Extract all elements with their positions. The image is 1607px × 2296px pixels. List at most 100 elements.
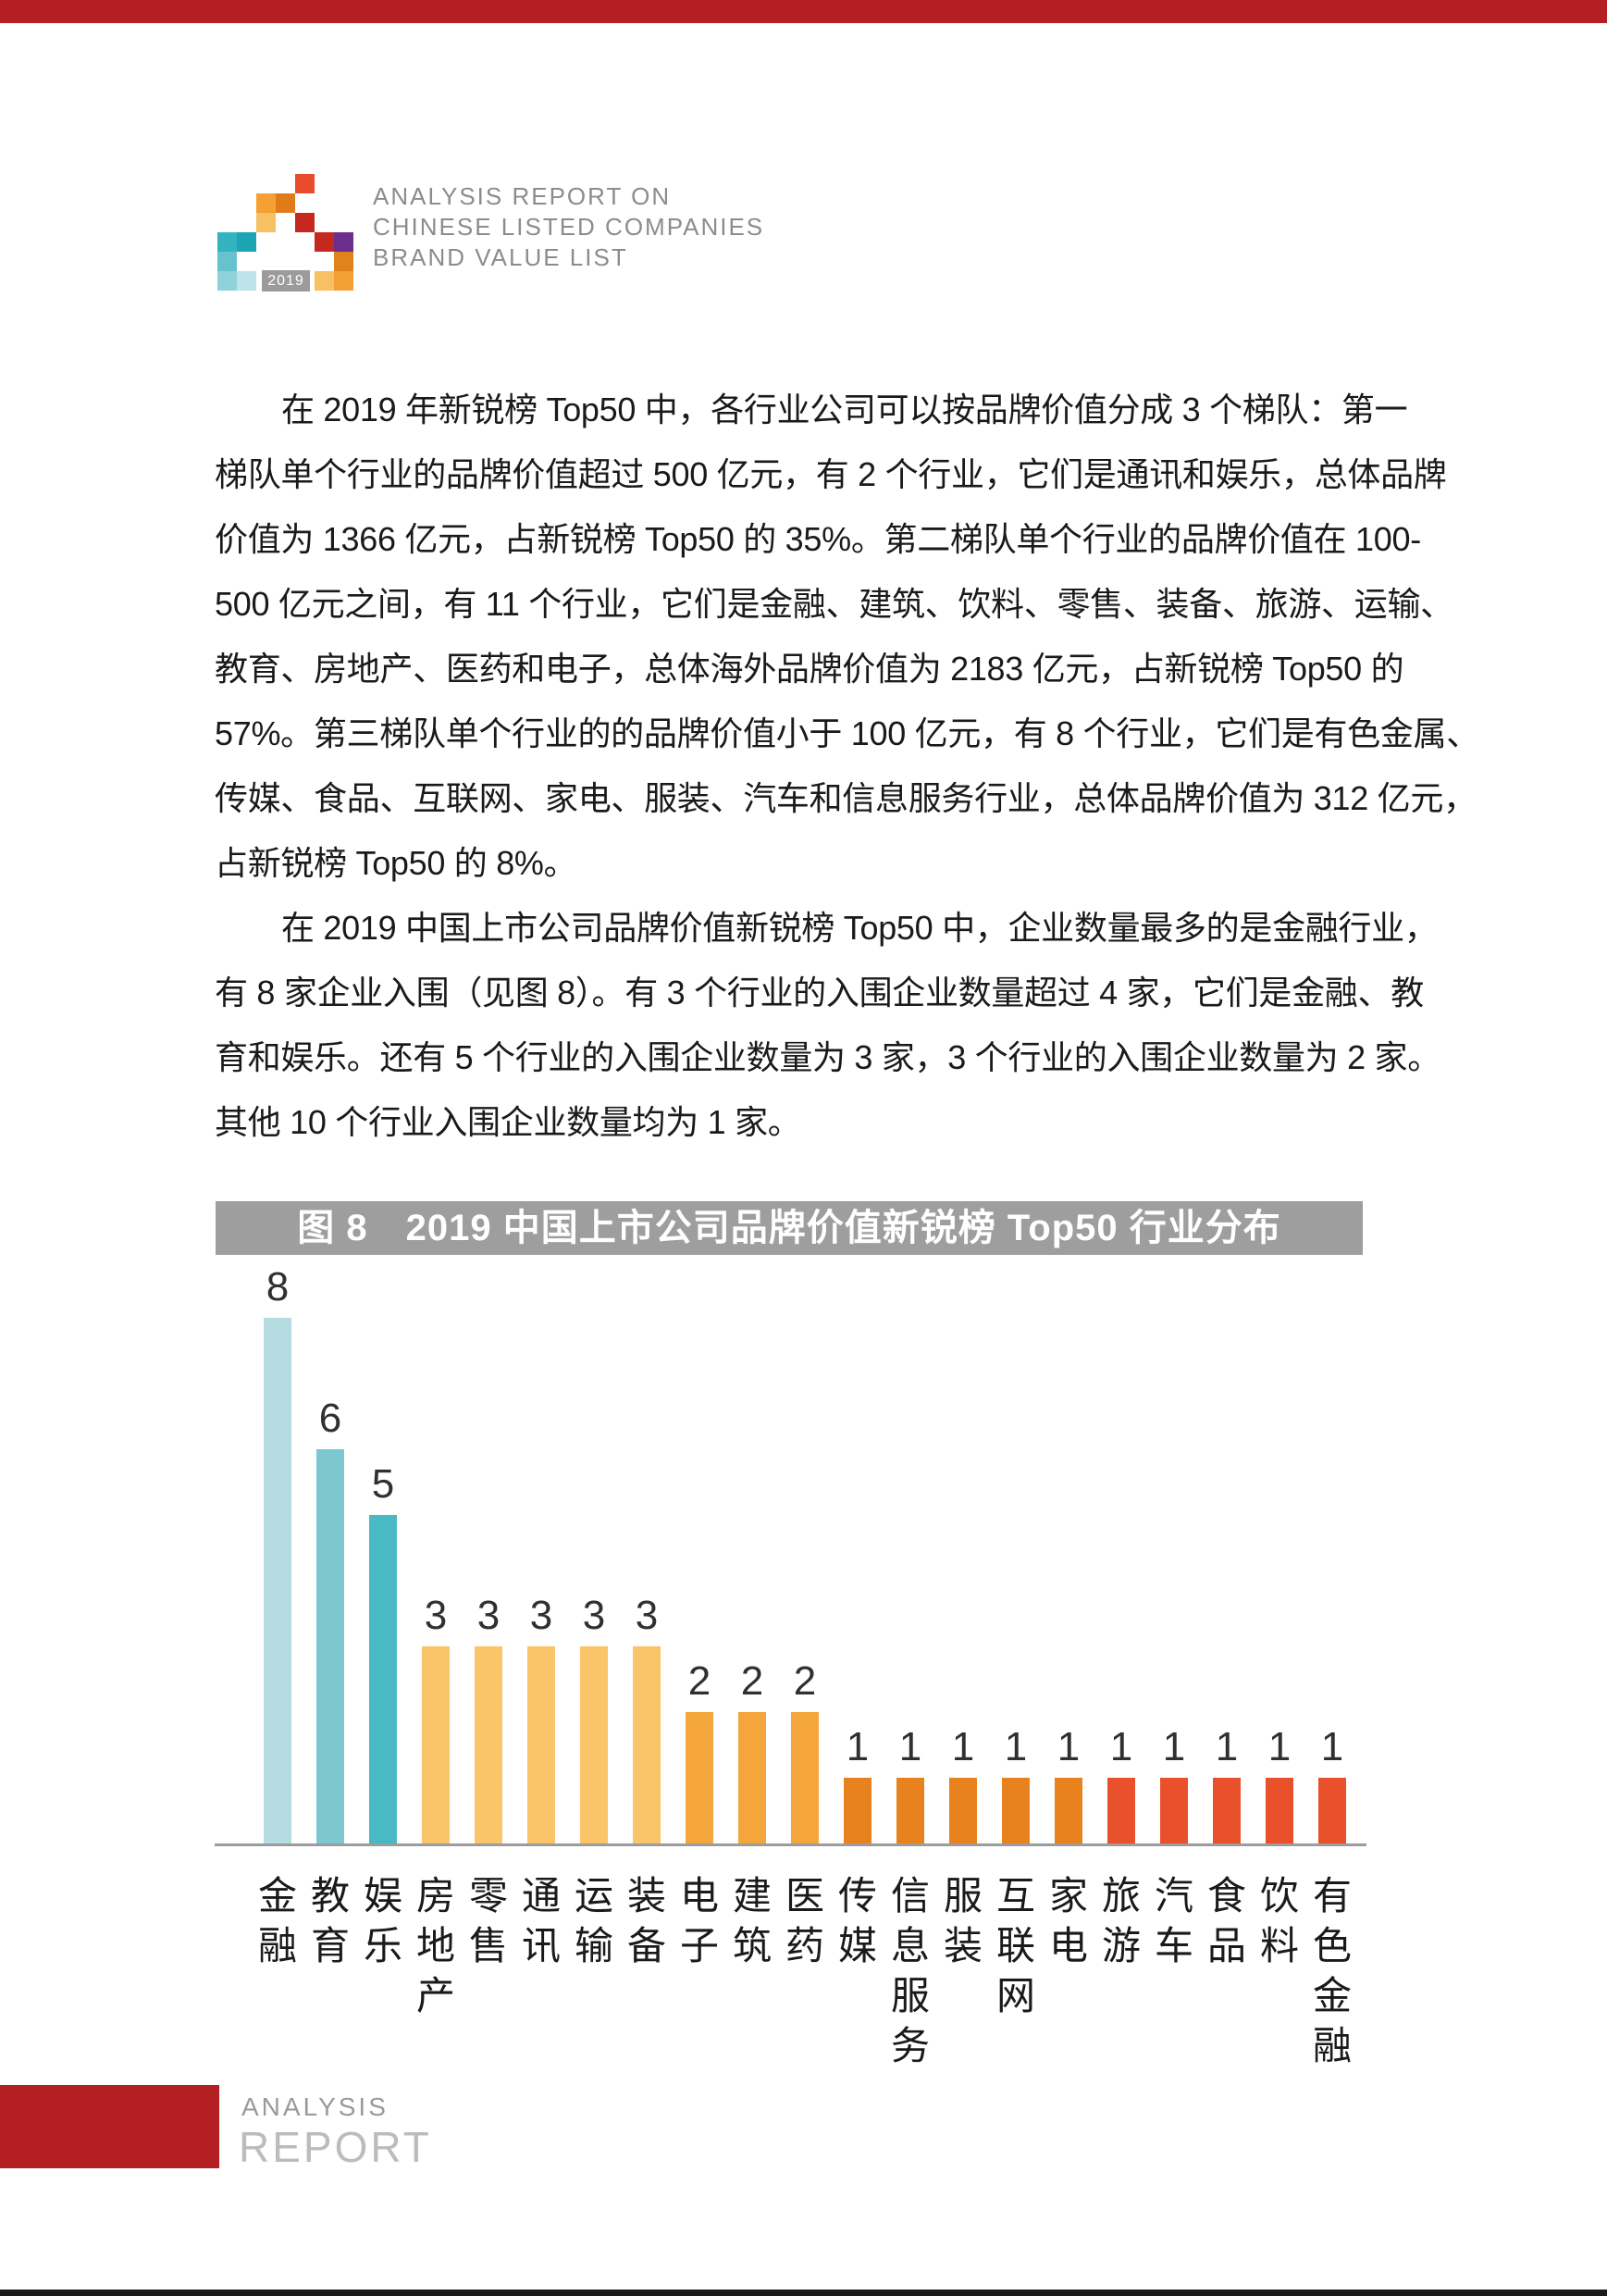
bar-category-label: 零售 (468, 1874, 508, 1967)
bar-category-label: 电子 (679, 1874, 719, 1967)
chart-bar (580, 1646, 608, 1843)
chart-bar (1318, 1778, 1346, 1843)
bar-category-label: 家电 (1048, 1874, 1088, 1967)
bar-value-label: 1 (1162, 1724, 1186, 1769)
footer-report-text: REPORT (239, 2123, 432, 2171)
chart-bar (264, 1318, 291, 1843)
bar-category-label: 食品 (1206, 1874, 1246, 1967)
bar-value-label: 3 (476, 1593, 501, 1638)
bar-category-label: 医药 (785, 1874, 824, 1967)
logo-square (334, 232, 353, 252)
chart-bar (738, 1712, 766, 1843)
bar-value-label: 8 (266, 1264, 290, 1309)
bar-value-label: 1 (846, 1724, 870, 1769)
logo-square (217, 232, 237, 252)
bar-category-label: 传媒 (837, 1874, 877, 1967)
chart-bar (686, 1712, 713, 1843)
bar-category-label: 服装 (943, 1874, 983, 1967)
body-text-line: 占新锐榜 Top50 的 8%。 (215, 844, 577, 882)
logo-square (217, 271, 237, 291)
logo-wordmark-line2: CHINESE LISTED COMPANIES (373, 213, 765, 241)
body-text-line: 梯队单个行业的品牌价值超过 500 亿元，有 2 个行业，它们是通讯和娱乐，总体… (215, 455, 1447, 493)
chart-bar (949, 1778, 977, 1843)
footer-accent-block (0, 2085, 219, 2168)
bottom-border-line (0, 2290, 1607, 2296)
body-text-line: 在 2019 中国上市公司品牌价值新锐榜 Top50 中，企业数量最多的是金融行… (281, 909, 1438, 947)
body-text-line: 传媒、食品、互联网、家电、服装、汽车和信息服务行业，总体品牌价值为 312 亿元… (215, 779, 1477, 817)
footer-analysis-text: ANALYSIS (241, 2092, 389, 2121)
chart-bar (527, 1646, 555, 1843)
logo-square (217, 252, 237, 271)
chart-bar (1002, 1778, 1030, 1843)
logo-square (256, 213, 276, 232)
body-text-line: 其他 10 个行业入围企业数量均为 1 家。 (215, 1103, 801, 1141)
bar-value-label: 5 (371, 1461, 395, 1507)
logo-square (315, 232, 334, 252)
bar-category-label: 娱乐 (363, 1874, 402, 1967)
bar-value-label: 2 (687, 1658, 711, 1704)
bar-value-label: 2 (740, 1658, 764, 1704)
bar-category-label: 信息服务 (890, 1874, 930, 2067)
logo-wordmark-line3: BRAND VALUE LIST (373, 243, 628, 271)
bar-value-label: 3 (529, 1593, 553, 1638)
bar-value-label: 1 (1057, 1724, 1081, 1769)
chart-x-axis-line (215, 1843, 1366, 1846)
bar-value-label: 6 (318, 1396, 342, 1441)
body-text-line: 价值为 1366 亿元，占新锐榜 Top50 的 35%。第二梯队单个行业的品牌… (215, 520, 1421, 558)
body-text-line: 有 8 家企业入围（见图 8）。有 3 个行业的入围企业数量超过 4 家，它们是… (215, 974, 1424, 1011)
chart-bar (1160, 1778, 1188, 1843)
bar-value-label: 3 (582, 1593, 606, 1638)
logo-square (334, 252, 353, 271)
logo-square (315, 271, 334, 291)
bar-category-label: 金融 (257, 1874, 297, 1967)
chart-bar (1213, 1778, 1241, 1843)
bar-value-label: 1 (1215, 1724, 1239, 1769)
bar-category-label: 装备 (626, 1874, 666, 1967)
body-text-line: 在 2019 年新锐榜 Top50 中，各行业公司可以按品牌价值分成 3 个梯队… (281, 391, 1408, 428)
chart-bar (369, 1515, 397, 1843)
bar-value-label: 1 (1109, 1724, 1133, 1769)
bar-category-label: 旅游 (1101, 1874, 1141, 1967)
logo-square (334, 271, 353, 291)
bar-category-label: 饮料 (1259, 1874, 1299, 1967)
top-accent-bar (0, 0, 1607, 23)
bar-category-label: 互联网 (995, 1874, 1035, 2017)
bar-category-label: 教育 (310, 1874, 350, 1967)
bar-value-label: 3 (635, 1593, 659, 1638)
chart-bar (633, 1646, 661, 1843)
logo-square (256, 193, 276, 213)
logo-square (276, 193, 295, 213)
logo-wordmark: ANALYSIS REPORT ON CHINESE LISTED COMPAN… (373, 181, 1020, 273)
chart-bar (896, 1778, 924, 1843)
bar-value-label: 1 (1004, 1724, 1028, 1769)
body-paragraphs: 在 2019 年新锐榜 Top50 中，各行业公司可以按品牌价值分成 3 个梯队… (215, 378, 1479, 1155)
bar-category-label: 有色金融 (1312, 1874, 1352, 2067)
bar-category-label: 汽车 (1154, 1874, 1193, 1967)
logo-square (295, 174, 315, 193)
chart-bar (791, 1712, 819, 1843)
chart-bar (1266, 1778, 1293, 1843)
logo-year-badge: 2019 (262, 270, 310, 292)
chart-bar (316, 1449, 344, 1843)
logo-wordmark-line1: ANALYSIS REPORT ON (373, 182, 672, 210)
logo-square (237, 232, 256, 252)
chart-bar (475, 1646, 502, 1843)
chart-bar (422, 1646, 450, 1843)
figure-caption-text: 图 8 2019 中国上市公司品牌价值新锐榜 Top50 行业分布 (297, 1208, 1281, 1248)
body-text-line: 500 亿元之间，有 11 个行业，它们是金融、建筑、饮料、零售、装备、旅游、运… (215, 585, 1453, 623)
chart-bar (1107, 1778, 1135, 1843)
bar-value-label: 1 (951, 1724, 975, 1769)
bar-category-label: 运输 (574, 1874, 613, 1967)
bar-value-label: 1 (898, 1724, 922, 1769)
body-text-line: 育和娱乐。还有 5 个行业的入围企业数量为 3 家，3 个行业的入围企业数量为 … (215, 1038, 1440, 1076)
logo-square (237, 271, 256, 291)
figure-caption-banner: 图 8 2019 中国上市公司品牌价值新锐榜 Top50 行业分布 (216, 1201, 1363, 1255)
bar-value-label: 2 (793, 1658, 817, 1704)
bar-category-label: 通讯 (521, 1874, 561, 1967)
chart-bar (844, 1778, 871, 1843)
logo-square (295, 213, 315, 232)
bar-value-label: 3 (424, 1593, 448, 1638)
bar-category-label: 房地产 (415, 1874, 455, 2017)
bar-value-label: 1 (1267, 1724, 1292, 1769)
